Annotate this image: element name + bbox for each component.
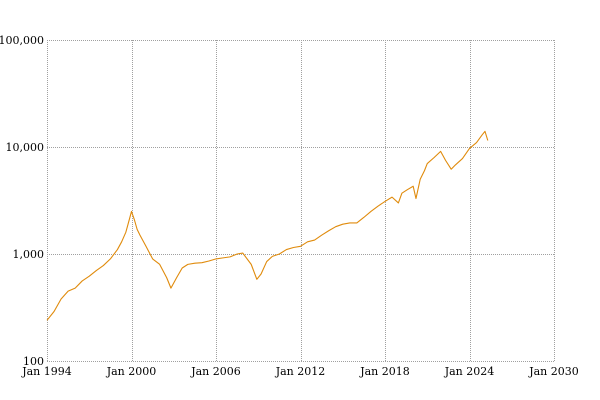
x-tick-label: Jan 2006: [190, 365, 241, 378]
x-tick-label: Jan 2030: [528, 365, 579, 378]
x-tick-label: Jan 2024: [444, 365, 495, 378]
y-tick-label: 100: [23, 355, 44, 368]
y-tick-label: 10,000: [6, 141, 45, 154]
series-line: [46, 130, 489, 321]
series-lines: [46, 130, 489, 321]
x-tick-label: Jan 2018: [359, 365, 410, 378]
x-tick-label: Jan 2012: [275, 365, 326, 378]
y-tick-label: 1,000: [13, 248, 45, 261]
plot-background: [47, 40, 554, 361]
x-axis-tick-labels: Jan 1994 Jan 2000 Jan 2006 Jan 2012 Jan 2018…: [21, 365, 579, 378]
x-tick-label: Jan 1994: [21, 365, 72, 378]
y-tick-label: 100,000: [0, 34, 44, 47]
y-axis-tick-labels: 100 1,000 10,000 100,000: [0, 34, 44, 368]
y-gridlines: [47, 40, 554, 362]
plot-area: [46, 40, 555, 362]
x-tick-label: Jan 2000: [106, 365, 157, 378]
